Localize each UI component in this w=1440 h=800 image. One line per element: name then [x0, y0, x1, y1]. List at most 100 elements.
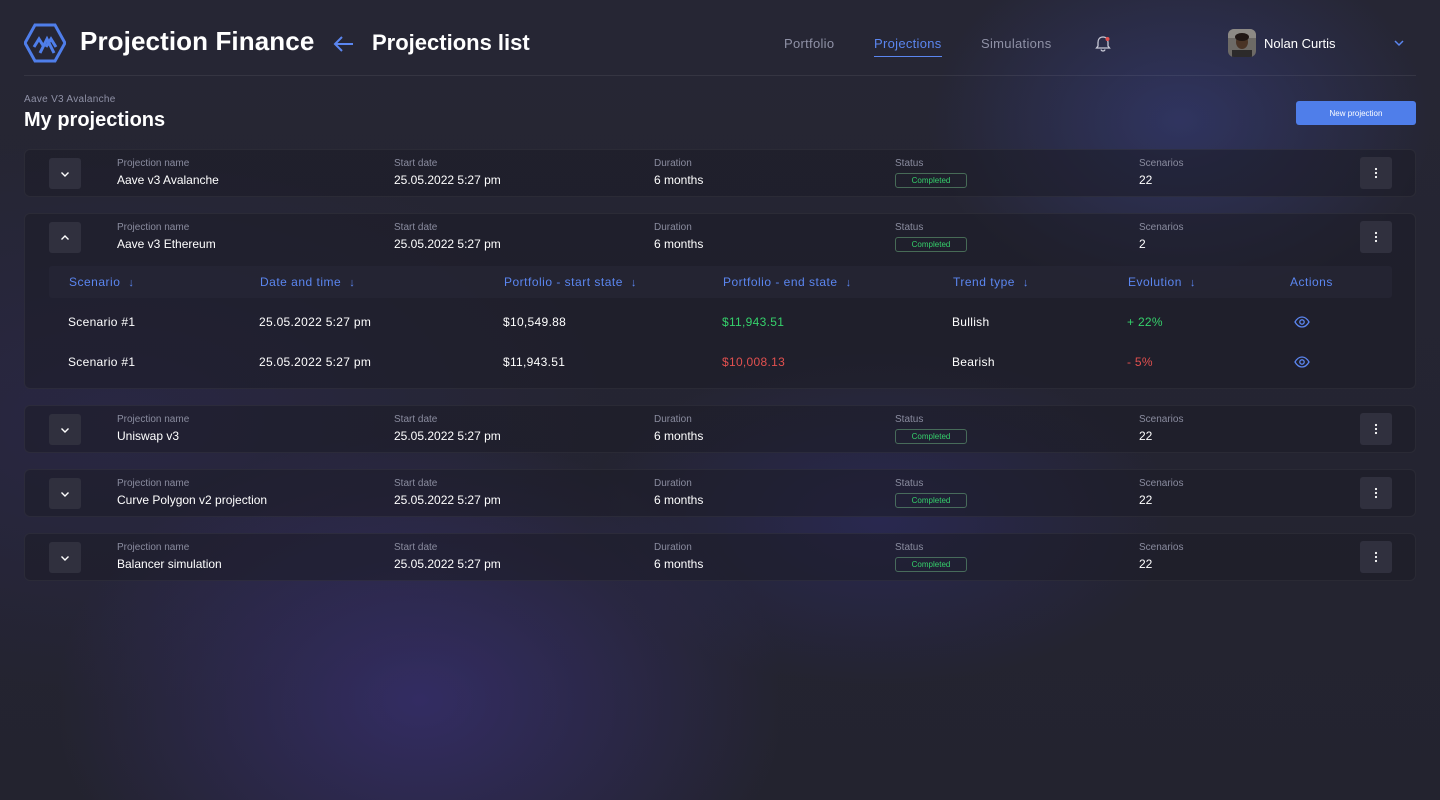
sort-arrow-icon: ↓	[845, 277, 852, 289]
expand-button[interactable]	[49, 414, 81, 445]
scenarios-label: Scenarios	[1139, 478, 1184, 489]
back-arrow-icon[interactable]	[332, 32, 356, 56]
start-date: 25.05.2022 5:27 pm	[394, 173, 501, 187]
expand-button[interactable]	[49, 542, 81, 573]
chevron-down-icon[interactable]	[1392, 36, 1406, 50]
scenario-name: Scenario #1	[68, 315, 136, 329]
scenarios-count: 22	[1139, 557, 1153, 571]
scenarios-count: 22	[1139, 429, 1153, 443]
col-start-state-label: Portfolio - start state	[504, 275, 623, 289]
status-badge: Completed	[895, 493, 967, 508]
col-end-state-label: Portfolio - end state	[723, 275, 838, 289]
new-projection-button[interactable]: New projection	[1296, 101, 1416, 125]
status-label: Status	[895, 478, 924, 489]
scenarios-label: Scenarios	[1139, 222, 1184, 233]
expand-button[interactable]	[49, 158, 81, 189]
more-vertical-icon	[1374, 231, 1378, 243]
duration: 6 months	[654, 173, 704, 187]
chevron-down-icon	[61, 171, 69, 177]
status-label: Status	[895, 414, 924, 425]
col-end-state[interactable]: Portfolio - end state ↓	[723, 275, 852, 289]
more-vertical-icon	[1374, 423, 1378, 435]
start-date: 25.05.2022 5:27 pm	[394, 493, 501, 507]
col-scenario[interactable]: Scenario ↓	[69, 275, 134, 289]
scenarios-label: Scenarios	[1139, 542, 1184, 553]
duration: 6 months	[654, 237, 704, 251]
brand-name: Projection Finance	[80, 26, 315, 56]
scenario-table-header: Scenario ↓ Date and time ↓ Portfolio - sta…	[49, 266, 1392, 298]
projection-name: Aave v3 Ethereum	[117, 237, 216, 251]
more-vertical-icon	[1374, 167, 1378, 179]
page-title: Projections list	[372, 30, 530, 55]
col-actions: Actions	[1290, 275, 1333, 289]
nav-projections[interactable]: Projections	[874, 36, 942, 57]
name-label: Projection name	[117, 478, 190, 489]
more-vertical-icon	[1374, 487, 1378, 499]
name-label: Projection name	[117, 414, 190, 425]
status-label: Status	[895, 158, 924, 169]
scenarios-count: 22	[1139, 493, 1153, 507]
status-label: Status	[895, 222, 924, 233]
end-state: $10,008.13	[722, 355, 786, 369]
start-label: Start date	[394, 478, 438, 489]
trend-type: Bearish	[952, 355, 995, 369]
chevron-down-icon	[61, 427, 69, 433]
col-trend-type[interactable]: Trend type ↓	[953, 275, 1029, 289]
scenario-name: Scenario #1	[68, 355, 136, 369]
scenario-date: 25.05.2022 5:27 pm	[259, 355, 372, 369]
projection-card: Projection name Curve Polygon v2 project…	[24, 469, 1416, 517]
eye-icon[interactable]	[1294, 316, 1310, 328]
collapse-button[interactable]	[49, 222, 81, 253]
projection-name: Aave v3 Avalanche	[117, 173, 219, 187]
col-start-state[interactable]: Portfolio - start state ↓	[504, 275, 637, 289]
more-button[interactable]	[1360, 477, 1392, 509]
start-label: Start date	[394, 158, 438, 169]
scenario-date: 25.05.2022 5:27 pm	[259, 315, 372, 329]
more-button[interactable]	[1360, 541, 1392, 573]
projection-name: Balancer simulation	[117, 557, 222, 571]
col-actions-label: Actions	[1290, 275, 1333, 289]
more-button[interactable]	[1360, 157, 1392, 189]
nav-simulations[interactable]: Simulations	[981, 36, 1052, 51]
col-date-time[interactable]: Date and time ↓	[260, 275, 355, 289]
more-button[interactable]	[1360, 413, 1392, 445]
expand-button[interactable]	[49, 478, 81, 509]
projection-name: Uniswap v3	[117, 429, 180, 443]
chevron-up-icon	[61, 234, 69, 240]
duration-label: Duration	[654, 478, 692, 489]
more-vertical-icon	[1374, 551, 1378, 563]
duration-label: Duration	[654, 222, 692, 233]
avatar[interactable]	[1228, 29, 1256, 57]
sort-arrow-icon: ↓	[630, 277, 637, 289]
projection-name: Curve Polygon v2 projection	[117, 493, 268, 507]
duration-label: Duration	[654, 542, 692, 553]
start-label: Start date	[394, 414, 438, 425]
bell-icon[interactable]	[1094, 35, 1112, 53]
status-badge: Completed	[895, 429, 967, 444]
status-badge: Completed	[895, 237, 967, 252]
col-evolution-label: Evolution	[1128, 275, 1182, 289]
duration: 6 months	[654, 429, 704, 443]
chevron-down-icon	[61, 555, 69, 561]
status-badge: Completed	[895, 557, 967, 572]
nav-portfolio[interactable]: Portfolio	[784, 36, 835, 51]
logo-icon	[24, 23, 66, 63]
user-name[interactable]: Nolan Curtis	[1264, 36, 1336, 51]
evolution: - 5%	[1127, 355, 1153, 369]
eye-icon[interactable]	[1294, 356, 1310, 368]
section-title: My projections	[24, 109, 166, 131]
chevron-down-icon	[61, 491, 69, 497]
projection-card: Projection name Balancer simulation Star…	[24, 533, 1416, 581]
more-button[interactable]	[1360, 221, 1392, 253]
project-subtitle: Aave V3 Avalanche	[24, 94, 116, 105]
col-trend-type-label: Trend type	[953, 275, 1015, 289]
status-label: Status	[895, 542, 924, 553]
evolution: + 22%	[1127, 315, 1163, 329]
col-evolution[interactable]: Evolution ↓	[1128, 275, 1196, 289]
sort-arrow-icon: ↓	[349, 277, 356, 289]
name-label: Projection name	[117, 542, 190, 553]
scenarios-count: 2	[1139, 237, 1146, 251]
sort-arrow-icon: ↓	[1189, 277, 1196, 289]
